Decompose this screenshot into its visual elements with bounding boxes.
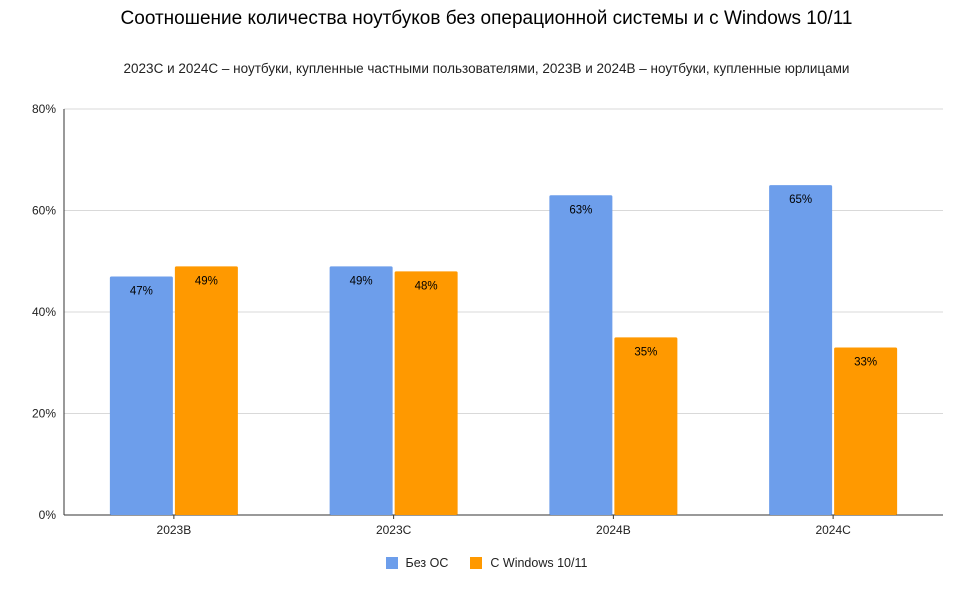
data-label: 65% xyxy=(789,194,812,206)
bar-bez-os xyxy=(329,266,393,515)
bar-bez-os xyxy=(109,276,173,515)
y-tick-label: 80% xyxy=(32,102,56,116)
y-tick-label: 0% xyxy=(39,508,57,522)
legend-item-windows[interactable]: С Windows 10/11 xyxy=(470,556,587,570)
y-tick-label: 20% xyxy=(32,407,56,421)
data-label: 47% xyxy=(130,285,153,297)
data-label: 48% xyxy=(415,280,438,292)
y-tick-label: 40% xyxy=(32,305,56,319)
bar-bez-os xyxy=(549,195,613,515)
data-label: 49% xyxy=(195,275,218,287)
data-label: 33% xyxy=(854,357,877,369)
x-tick-label: 2023С xyxy=(376,523,412,537)
legend-item-bez-os[interactable]: Без ОС xyxy=(385,556,449,570)
y-tick-label: 60% xyxy=(32,204,56,218)
data-label: 63% xyxy=(569,204,592,216)
x-tick-label: 2024В xyxy=(596,523,631,537)
bar-bez-os xyxy=(769,185,833,515)
legend: Без ОС С Windows 10/11 xyxy=(0,556,973,570)
bar-windows xyxy=(394,271,458,515)
bar-windows xyxy=(614,337,678,515)
chart-subtitle: 2023С и 2024С – ноутбуки, купленные част… xyxy=(123,61,850,76)
data-label: 35% xyxy=(634,346,657,358)
x-tick-label: 2023В xyxy=(157,523,192,537)
bar-windows xyxy=(174,266,238,515)
chart-title: Соотношение количества ноутбуков без опе… xyxy=(120,8,853,29)
x-tick-label: 2024С xyxy=(815,523,851,537)
data-label: 49% xyxy=(350,275,373,287)
bar-windows xyxy=(834,347,898,515)
legend-swatch-bez-os xyxy=(385,557,398,569)
legend-swatch-windows xyxy=(470,557,483,569)
legend-label-windows: С Windows 10/11 xyxy=(490,556,588,570)
legend-label-bez-os: Без ОС xyxy=(405,556,449,570)
